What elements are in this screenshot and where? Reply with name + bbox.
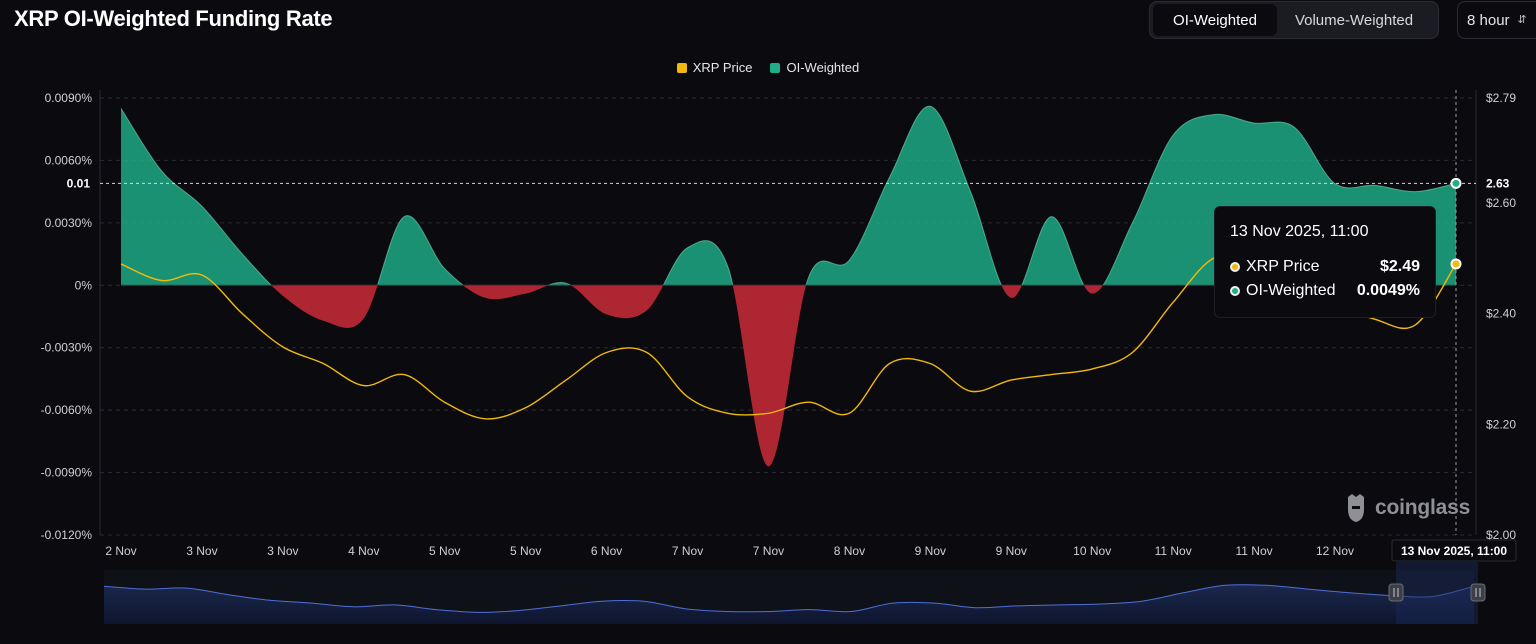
x-tick: 11 Nov: [1155, 544, 1192, 558]
interval-select[interactable]: 8 hour ⇵: [1457, 1, 1536, 39]
crosshair-right-label-bg: [1478, 173, 1518, 194]
y-left-tick: 0%: [75, 278, 93, 292]
x-tick: 2 Nov: [105, 544, 136, 558]
legend-label-oi: OI-Weighted: [786, 60, 860, 75]
y-right-tick: $2.79: [1486, 91, 1516, 105]
crosshair-date-label: 13 Nov 2025, 11:00: [1401, 544, 1507, 558]
tooltip-row-price: XRP Price $2.49: [1230, 255, 1420, 279]
navigator-handle-left[interactable]: [1388, 583, 1404, 602]
chevron-updown-icon: ⇵: [1517, 13, 1527, 26]
tooltip-value-oi: 0.0049%: [1356, 282, 1420, 299]
x-tick: 4 Nov: [348, 544, 379, 558]
interval-value: 8 hour: [1467, 11, 1510, 29]
legend-swatch-price: [676, 62, 687, 73]
x-tick: 3 Nov: [186, 544, 217, 558]
y-left-tick: -0.0030%: [41, 341, 93, 355]
legend-item-price[interactable]: XRP Price: [676, 60, 753, 75]
page-title: XRP OI-Weighted Funding Rate: [14, 6, 333, 31]
oi-area-negative: [121, 285, 1456, 467]
legend-swatch-oi: [770, 62, 781, 73]
navigator-selection[interactable]: [1396, 562, 1478, 624]
tooltip-label-price: XRP Price: [1246, 258, 1320, 275]
tooltip-dot-oi: [1230, 286, 1240, 296]
navigator-handle-right[interactable]: [1470, 583, 1486, 602]
x-tick: 8 Nov: [834, 544, 865, 558]
y-left-tick: 0.0060%: [45, 153, 93, 167]
crosshair-left-label: 0.01: [67, 176, 91, 190]
y-right-tick: $2.60: [1486, 196, 1516, 210]
x-tick: 11 Nov: [1235, 544, 1272, 558]
tooltip-label-oi: OI-Weighted: [1246, 282, 1336, 299]
y-right-tick: $2.00: [1486, 528, 1516, 542]
oi-line-positive: [120, 105, 1457, 286]
tooltip-dot-price: [1230, 262, 1240, 272]
x-tick: 9 Nov: [915, 544, 946, 558]
y-right-tick: $2.40: [1486, 307, 1516, 321]
y-right-tick: $2.20: [1486, 417, 1516, 431]
x-tick: 7 Nov: [753, 544, 784, 558]
tooltip-row-oi: OI-Weighted 0.0049%: [1230, 279, 1420, 303]
tooltip-value-price: $2.49: [1379, 258, 1420, 275]
chart-legend: XRP Price OI-Weighted: [0, 60, 1536, 75]
coinglass-logo-icon: [1348, 494, 1364, 522]
coinglass-watermark: coinglass: [1343, 493, 1470, 523]
oi-hover-point: [1450, 177, 1462, 189]
crosshair-left-label-bg: [52, 174, 98, 193]
crosshair-date-bg: [1391, 539, 1517, 562]
navigator-line: [103, 584, 1475, 613]
y-left-tick: -0.0090%: [41, 466, 93, 480]
navigator-area: [104, 584, 1474, 624]
weighting-toggle: OI-Weighted Volume-Weighted: [1149, 1, 1439, 39]
price-hover-point: [1450, 258, 1462, 270]
x-tick: 9 Nov: [996, 544, 1027, 558]
y-left-tick: -0.0120%: [41, 528, 93, 542]
y-left-tick: 0.0030%: [45, 216, 93, 230]
x-tick: 10 Nov: [1073, 544, 1111, 558]
crosshair-right-label: 2.63: [1486, 176, 1510, 190]
x-tick: 6 Nov: [591, 544, 622, 558]
oi-weighted-tab[interactable]: OI-Weighted: [1153, 4, 1277, 36]
tooltip-title: 13 Nov 2025, 11:00: [1230, 223, 1369, 240]
chart-tooltip: 13 Nov 2025, 11:00 XRP Price $2.49 OI-We…: [1214, 206, 1436, 318]
volume-weighted-tab[interactable]: Volume-Weighted: [1294, 11, 1414, 29]
x-tick: 12 Nov: [1316, 544, 1354, 558]
legend-item-oi[interactable]: OI-Weighted: [770, 60, 859, 75]
x-tick: 3 Nov: [267, 544, 298, 558]
x-tick: 5 Nov: [510, 544, 541, 558]
legend-label-price: XRP Price: [692, 60, 753, 75]
y-left-tick: 0.0090%: [45, 91, 93, 105]
x-tick: 5 Nov: [429, 544, 460, 558]
watermark-text: coinglass: [1375, 496, 1471, 519]
y-left-tick: -0.0060%: [41, 403, 93, 417]
x-tick: 7 Nov: [672, 544, 703, 558]
